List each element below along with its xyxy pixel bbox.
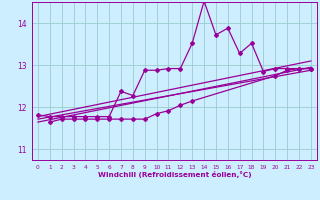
X-axis label: Windchill (Refroidissement éolien,°C): Windchill (Refroidissement éolien,°C) [98,171,251,178]
